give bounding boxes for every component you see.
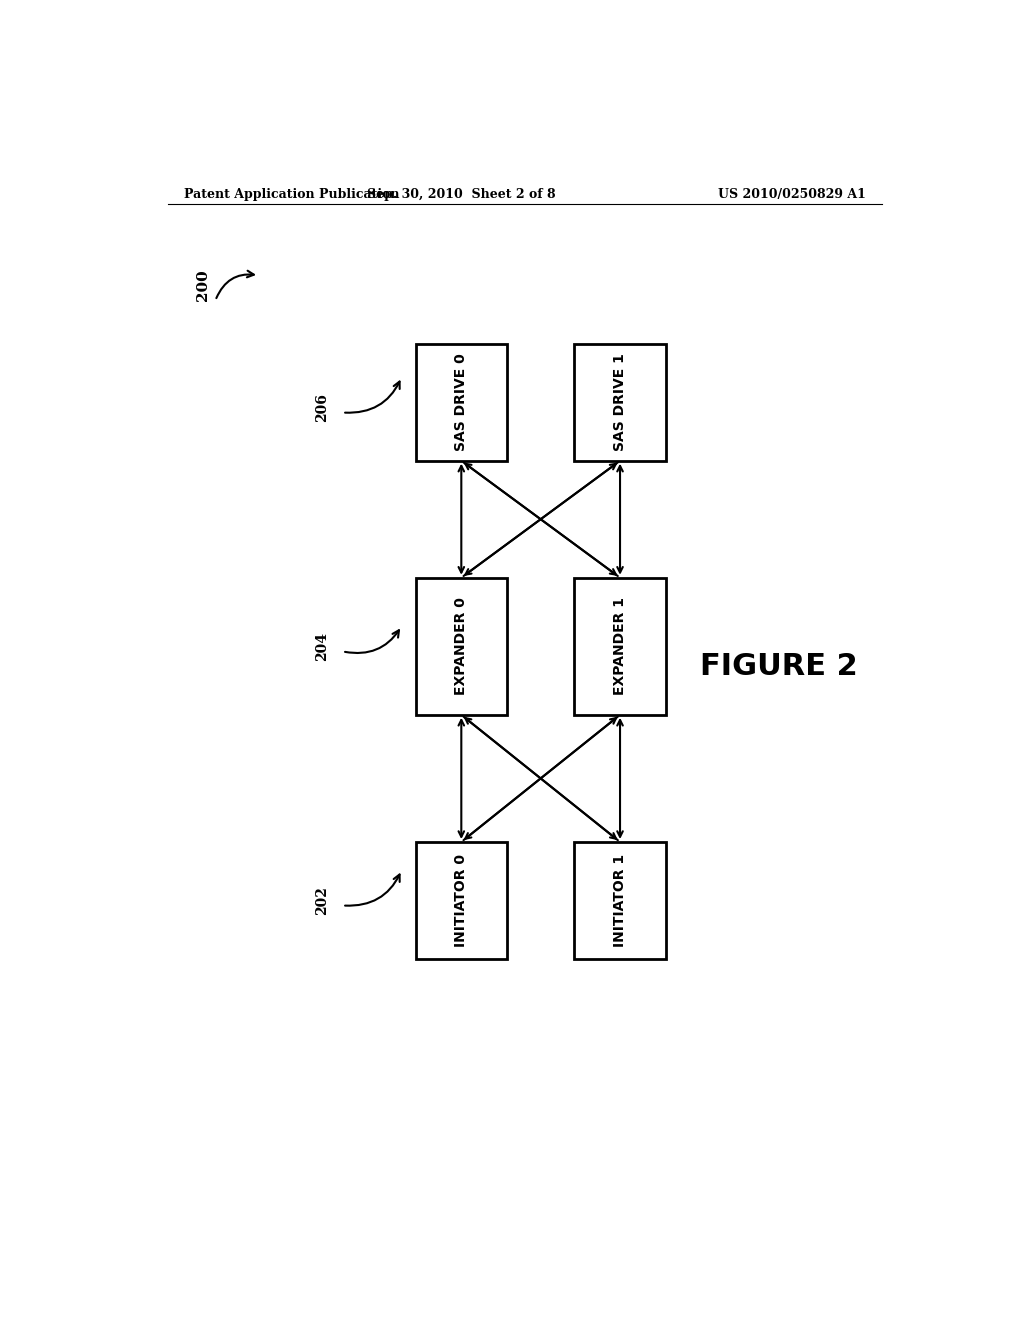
Text: EXPANDER 0: EXPANDER 0 — [455, 598, 468, 696]
Text: US 2010/0250829 A1: US 2010/0250829 A1 — [718, 189, 866, 202]
Text: INITIATOR 1: INITIATOR 1 — [613, 854, 627, 946]
Bar — [574, 345, 666, 461]
Bar — [416, 842, 507, 958]
Text: 200: 200 — [197, 269, 210, 301]
Bar — [574, 578, 666, 715]
Text: Patent Application Publication: Patent Application Publication — [183, 189, 399, 202]
Text: EXPANDER 1: EXPANDER 1 — [613, 597, 627, 696]
Text: SAS DRIVE 0: SAS DRIVE 0 — [455, 354, 468, 451]
Text: INITIATOR 0: INITIATOR 0 — [455, 854, 468, 946]
Text: 202: 202 — [315, 886, 330, 915]
Text: 204: 204 — [315, 632, 330, 661]
Text: Sep. 30, 2010  Sheet 2 of 8: Sep. 30, 2010 Sheet 2 of 8 — [367, 189, 556, 202]
Text: FIGURE 2: FIGURE 2 — [699, 652, 858, 681]
Bar — [574, 842, 666, 958]
Text: 206: 206 — [315, 393, 330, 422]
Text: SAS DRIVE 1: SAS DRIVE 1 — [613, 354, 627, 451]
Bar — [416, 578, 507, 715]
Bar — [416, 345, 507, 461]
